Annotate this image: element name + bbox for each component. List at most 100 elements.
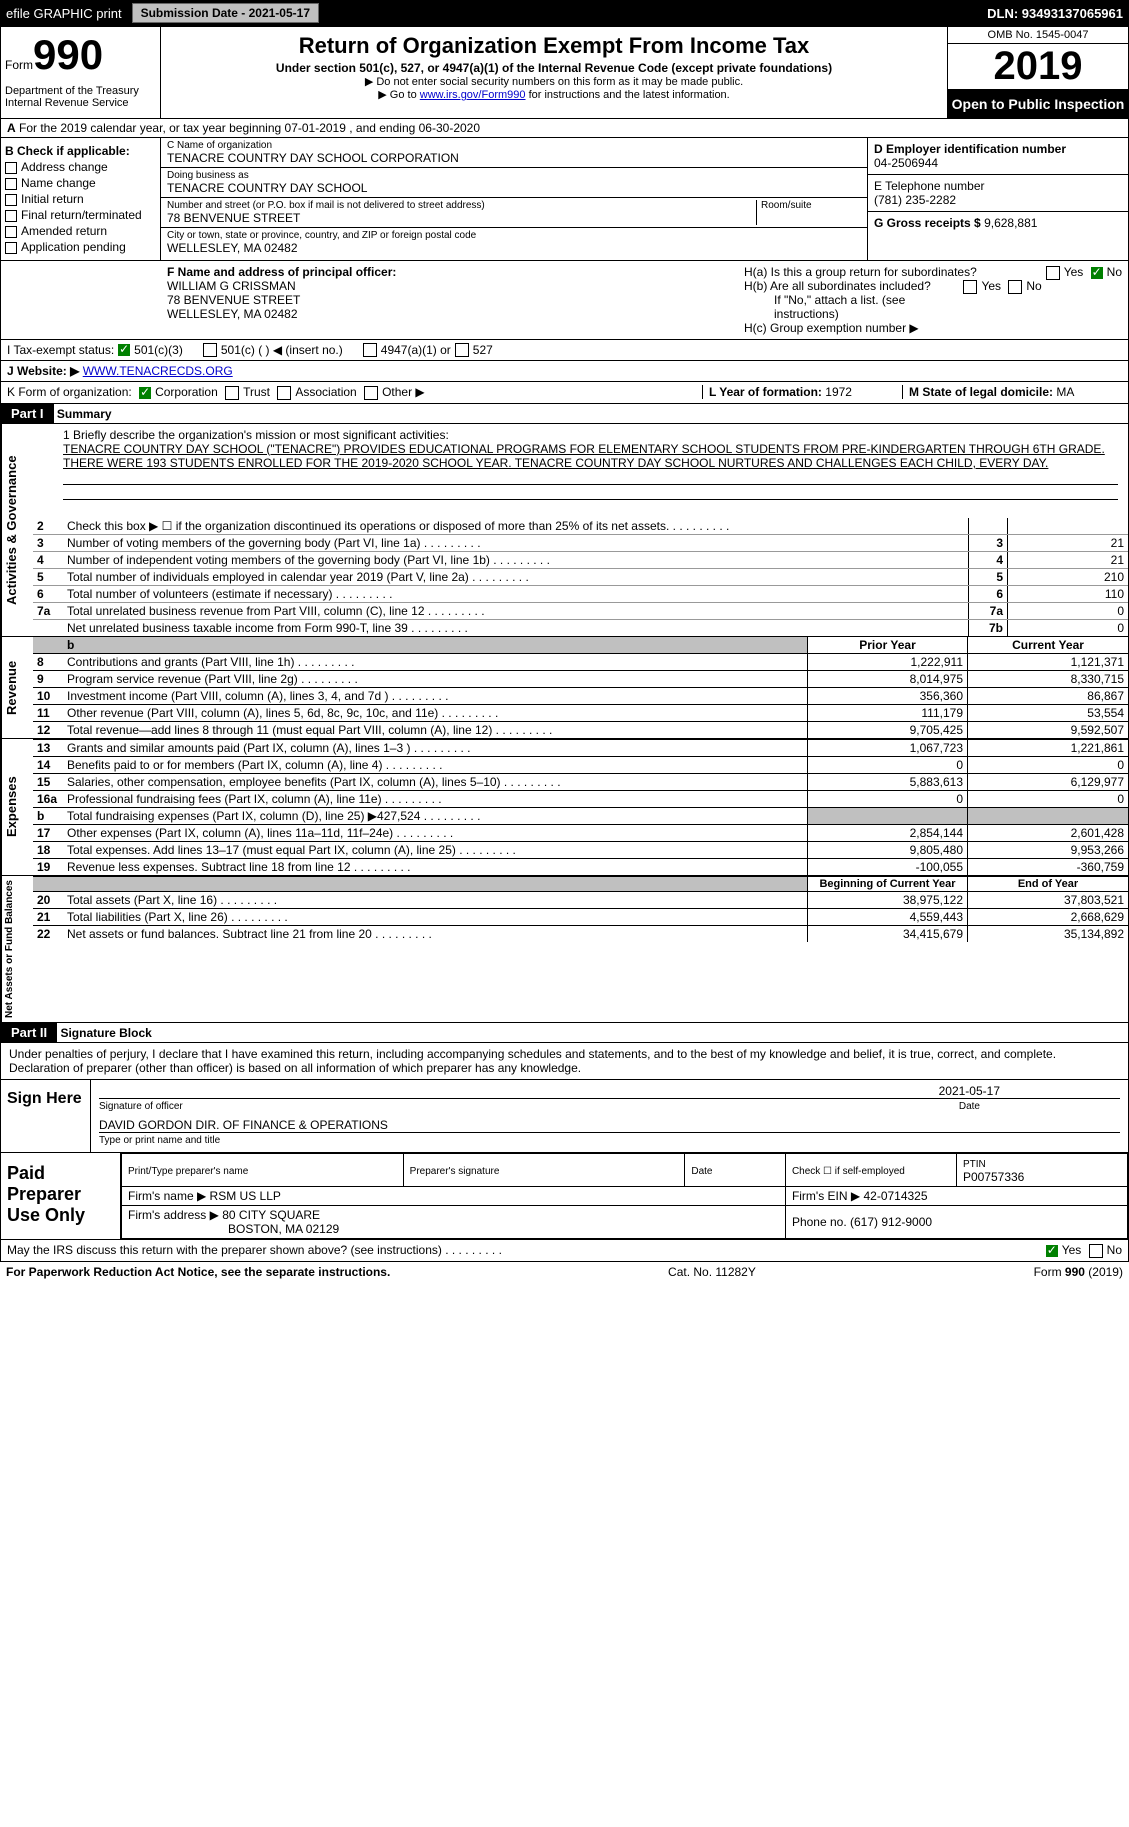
addr: 78 BENVENUE STREET (167, 211, 756, 225)
row-i: I Tax-exempt status: 501(c)(3) 501(c) ( … (0, 340, 1129, 361)
chk-other[interactable] (364, 386, 378, 400)
box-b: B Check if applicable: Address change Na… (1, 138, 161, 260)
officer-name-sub: Type or print name and title (99, 1135, 1120, 1146)
header-right: OMB No. 1545-0047 2019 Open to Public In… (948, 27, 1128, 118)
chk-corp[interactable] (139, 387, 151, 399)
dba-name: TENACRE COUNTRY DAY SCHOOL (167, 181, 861, 195)
na-body: Net Assets or Fund Balances Beginning of… (0, 876, 1129, 1023)
m-label: M State of legal domicile: (909, 385, 1053, 399)
org-name: TENACRE COUNTRY DAY SCHOOL CORPORATION (167, 151, 861, 165)
sig-declaration: Under penalties of perjury, I declare th… (1, 1043, 1128, 1079)
chk-trust[interactable] (225, 386, 239, 400)
hc-label: H(c) Group exemption number ▶ (744, 321, 1122, 335)
open-inspection: Open to Public Inspection (948, 90, 1128, 118)
f-addr2: WELLESLEY, MA 02482 (167, 307, 732, 321)
chk-address[interactable]: Address change (5, 160, 156, 174)
form-title: Return of Organization Exempt From Incom… (165, 33, 943, 59)
addr-label: Number and street (or P.O. box if mail i… (167, 200, 756, 211)
chk-final[interactable]: Final return/terminated (5, 208, 156, 222)
form-id-box: Form990 Department of the Treasury Inter… (1, 27, 161, 118)
line-row: 6Total number of volunteers (estimate if… (33, 585, 1128, 602)
sign-here-grid: Sign Here 2021-05-17 Signature of office… (1, 1079, 1128, 1152)
fin-row: 11Other revenue (Part VIII, column (A), … (33, 704, 1128, 721)
k-label: K Form of organization: (7, 385, 132, 399)
name-label: C Name of organization (167, 140, 861, 151)
form-header: Form990 Department of the Treasury Inter… (0, 26, 1129, 119)
chk-initial[interactable]: Initial return (5, 192, 156, 206)
vlabel-exp: Expenses (1, 739, 33, 875)
preparer-grid: Paid Preparer Use Only Print/Type prepar… (1, 1152, 1128, 1239)
ha-yes[interactable] (1046, 266, 1060, 280)
fin-row: 22Net assets or fund balances. Subtract … (33, 925, 1128, 942)
vlabel-rev: Revenue (1, 637, 33, 738)
hb-no[interactable] (1008, 280, 1022, 294)
firm-addr: 80 CITY SQUARE (222, 1208, 320, 1222)
chk-501c3[interactable] (118, 344, 130, 356)
chk-pending[interactable]: Application pending (5, 240, 156, 254)
fin-row: 10Investment income (Part VIII, column (… (33, 687, 1128, 704)
room-label: Room/suite (761, 200, 861, 211)
note-1: ▶ Do not enter social security numbers o… (165, 75, 943, 88)
box-deg: D Employer identification number 04-2506… (868, 138, 1128, 260)
hb-yes[interactable] (963, 280, 977, 294)
line-row: Net unrelated business taxable income fr… (33, 619, 1128, 636)
fin-row: 16aProfessional fundraising fees (Part I… (33, 790, 1128, 807)
sig-date-val: 2021-05-17 (939, 1084, 1000, 1098)
discuss-no[interactable] (1089, 1244, 1103, 1258)
prep-h3: Date (691, 1166, 712, 1177)
box-h: H(a) Is this a group return for subordin… (738, 261, 1128, 339)
sig-officer-sub: Signature of officer (99, 1101, 183, 1112)
gov-section: 1 Briefly describe the organization's mi… (33, 424, 1128, 636)
tel-label: E Telephone number (874, 179, 1122, 193)
prep-table: Print/Type preparer's name Preparer's si… (121, 1153, 1128, 1239)
vlabel-gov: Activities & Governance (1, 424, 33, 636)
chk-501c[interactable] (203, 343, 217, 357)
note-2: ▶ Go to www.irs.gov/Form990 for instruct… (165, 88, 943, 101)
footer-center: Cat. No. 11282Y (668, 1265, 756, 1279)
fin-row: 15Salaries, other compensation, employee… (33, 773, 1128, 790)
firm-addr-label: Firm's address ▶ (128, 1208, 219, 1222)
fin-row: 8Contributions and grants (Part VIII, li… (33, 653, 1128, 670)
section-bcd: B Check if applicable: Address change Na… (0, 138, 1129, 261)
firm-name: RSM US LLP (210, 1189, 281, 1203)
chk-4947[interactable] (363, 343, 377, 357)
ha-label: H(a) Is this a group return for subordin… (744, 265, 977, 279)
irs-link[interactable]: www.irs.gov/Form990 (420, 89, 526, 101)
tel: (781) 235-2282 (874, 193, 1122, 207)
na-cy-hdr: End of Year (968, 876, 1128, 891)
signature-block: Under penalties of perjury, I declare th… (0, 1043, 1129, 1240)
submission-button[interactable]: Submission Date - 2021-05-17 (132, 3, 319, 23)
city: WELLESLEY, MA 02482 (167, 241, 861, 255)
l-label: L Year of formation: (709, 385, 822, 399)
fin-row: 20Total assets (Part X, line 16)38,975,1… (33, 891, 1128, 908)
hb-label: H(b) Are all subordinates included? (744, 279, 931, 293)
chk-527[interactable] (455, 343, 469, 357)
box-c: C Name of organization TENACRE COUNTRY D… (161, 138, 868, 260)
na-section: Beginning of Current Year End of Year 20… (33, 876, 1128, 1022)
form-subtitle: Under section 501(c), 527, or 4947(a)(1)… (165, 61, 943, 75)
part2-hdr: Part II (1, 1023, 57, 1042)
discuss-yes[interactable] (1046, 1245, 1058, 1257)
ha-no[interactable] (1091, 267, 1103, 279)
city-label: City or town, state or province, country… (167, 230, 861, 241)
dept-label: Department of the Treasury Internal Reve… (5, 79, 156, 109)
firm-ein: 42-0714325 (863, 1189, 927, 1203)
j-label: J Website: ▶ (7, 364, 79, 378)
chk-assoc[interactable] (277, 386, 291, 400)
prep-h4a: Check ☐ if self-employed (792, 1166, 905, 1177)
chk-amended[interactable]: Amended return (5, 224, 156, 238)
discuss-row: May the IRS discuss this return with the… (0, 1240, 1129, 1262)
omb: OMB No. 1545-0047 (948, 27, 1128, 44)
fin-row: 19Revenue less expenses. Subtract line 1… (33, 858, 1128, 875)
fin-row: 17Other expenses (Part IX, column (A), l… (33, 824, 1128, 841)
chk-name[interactable]: Name change (5, 176, 156, 190)
firm-addr2: BOSTON, MA 02129 (128, 1222, 339, 1236)
ein: 04-2506944 (874, 156, 1122, 170)
line-row: 7aTotal unrelated business revenue from … (33, 602, 1128, 619)
preparer-label: Paid Preparer Use Only (1, 1153, 121, 1239)
form-word: Form (5, 58, 33, 72)
f-label: F Name and address of principal officer: (167, 265, 732, 279)
website-link[interactable]: WWW.TENACRECDS.ORG (83, 364, 233, 378)
row-j: J Website: ▶ WWW.TENACRECDS.ORG (0, 361, 1129, 382)
row-klm: K Form of organization: Corporation Trus… (0, 382, 1129, 404)
